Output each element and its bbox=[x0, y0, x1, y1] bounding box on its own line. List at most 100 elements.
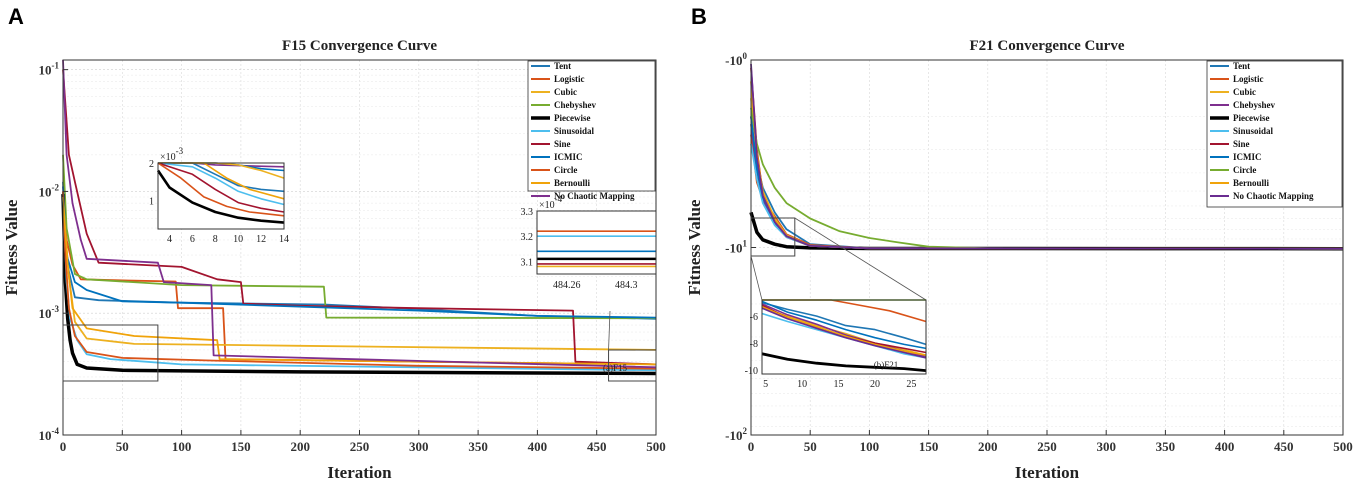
chart-title-b: F21 Convergence Curve bbox=[970, 38, 1125, 54]
inset-a1-multiplier: ×10-3 bbox=[160, 146, 184, 163]
series-a-icmic bbox=[62, 186, 657, 319]
y-tick-label-b: -102 bbox=[725, 426, 747, 443]
inset-b-bernoulli bbox=[761, 305, 927, 356]
x-tick-label-b: 100 bbox=[860, 439, 880, 454]
inset-b-no-chaotic-mapping bbox=[761, 307, 927, 359]
inset-a1-x-tick: 14 bbox=[279, 234, 289, 245]
inset-a2-x-tick: 484.26 bbox=[553, 280, 581, 291]
y-tick-label-a: 10-2 bbox=[39, 182, 60, 199]
a-legend-label-tent: Tent bbox=[554, 61, 571, 71]
b-legend-label-no-chaotic-mapping: No Chaotic Mapping bbox=[1233, 191, 1314, 201]
b-legend-label-circle: Circle bbox=[1233, 165, 1256, 175]
y-axis-label-a: Fitness Value bbox=[2, 199, 21, 295]
inset-a2-y-tick: 3.3 bbox=[521, 207, 534, 218]
x-tick-label-a: 100 bbox=[172, 439, 192, 454]
inset-a2-x-tick: 484.3 bbox=[615, 280, 638, 291]
inset-a2-box bbox=[536, 210, 657, 275]
zoom-connector-b2 bbox=[794, 217, 927, 301]
a-legend-label-logistic: Logistic bbox=[554, 74, 585, 84]
zoom-connector-b1 bbox=[750, 255, 763, 301]
inset-b-piecewise bbox=[761, 352, 927, 372]
a-legend-label-chebyshev: Chebyshev bbox=[554, 100, 597, 110]
series-a-piecewise bbox=[61, 194, 657, 376]
x-tick-label-b: 500 bbox=[1333, 439, 1353, 454]
inset-a1-x-tick: 10 bbox=[233, 234, 243, 245]
inset-a1-curve bbox=[157, 162, 285, 206]
x-tick-label-b: 450 bbox=[1274, 439, 1294, 454]
a-legend-label-cubic: Cubic bbox=[554, 87, 577, 97]
y-tick-label-b: -101 bbox=[725, 239, 747, 256]
x-tick-label-b: 350 bbox=[1156, 439, 1176, 454]
zoom-rect-b bbox=[750, 217, 796, 257]
inset-b-x-tick: 10 bbox=[797, 379, 807, 390]
inset-a1-x-tick: 12 bbox=[256, 234, 266, 245]
series-a-no-chaotic-mapping bbox=[62, 59, 657, 369]
annotation-b: (b)F21 bbox=[874, 360, 899, 370]
b-legend-label-cubic: Cubic bbox=[1233, 87, 1256, 97]
y-tick-label-a: 10-3 bbox=[39, 304, 60, 321]
chart-title-a: F15 Convergence Curve bbox=[282, 38, 437, 54]
inset-b-x-tick: 25 bbox=[906, 379, 916, 390]
inset-b-y-tick: -10 bbox=[745, 366, 758, 377]
b-legend-label-bernoulli: Bernoulli bbox=[1233, 178, 1270, 188]
x-tick-label-b: 300 bbox=[1096, 439, 1116, 454]
b-legend-label-logistic: Logistic bbox=[1233, 74, 1264, 84]
a-legend-label-no-chaotic-mapping: No Chaotic Mapping bbox=[554, 191, 635, 201]
b-legend-label-icmic: ICMIC bbox=[1233, 152, 1262, 162]
series-a-circle bbox=[62, 191, 657, 370]
inset-b-x-tick: 20 bbox=[870, 379, 880, 390]
annotation-a: (a)F15 bbox=[603, 363, 627, 373]
b-legend-label-tent: Tent bbox=[1233, 61, 1250, 71]
panel-a-letter: A bbox=[8, 4, 24, 29]
inset-a1-x-tick: 4 bbox=[167, 234, 172, 245]
b-legend-box bbox=[1206, 60, 1343, 208]
x-tick-label-a: 50 bbox=[116, 439, 129, 454]
inset-a1-curve bbox=[156, 169, 285, 224]
inset-b-box bbox=[761, 299, 927, 375]
series-a-chebyshev bbox=[62, 154, 657, 320]
inset-a1-area bbox=[158, 163, 284, 229]
x-axis-label-a: Iteration bbox=[327, 463, 392, 482]
x-tick-label-a: 250 bbox=[350, 439, 370, 454]
x-tick-label-b: 200 bbox=[978, 439, 998, 454]
zoom-rect-a2 bbox=[608, 349, 657, 382]
a-legend-label-piecewise: Piecewise bbox=[554, 113, 590, 123]
x-tick-label-b: 150 bbox=[919, 439, 939, 454]
inset-b-tent bbox=[761, 301, 927, 346]
b-legend-label-chebyshev: Chebyshev bbox=[1233, 100, 1276, 110]
inset-b-x-tick: 15 bbox=[834, 379, 844, 390]
a-legend-label-icmic: ICMIC bbox=[554, 152, 583, 162]
inset-a2-multiplier: ×10-4 bbox=[539, 194, 563, 211]
inset-a1-x-tick: 6 bbox=[190, 234, 195, 245]
x-tick-label-b: 250 bbox=[1037, 439, 1057, 454]
chart-f15: 0 50 100 150 200 250 300 350 400 450 500 10-1 10-2 10… bbox=[2, 38, 666, 482]
x-axis-label-b: Iteration bbox=[1015, 463, 1080, 482]
a-legend-label-sinusoidal: Sinusoidal bbox=[554, 126, 595, 136]
series-a-sine bbox=[62, 69, 657, 366]
inset-a1-y-tick: 2 bbox=[149, 159, 154, 170]
inset-b-x-tick: 5 bbox=[763, 379, 768, 390]
panel-b-letter: B bbox=[691, 4, 707, 29]
x-tick-label-b: 0 bbox=[748, 439, 755, 454]
zoom-connector-a bbox=[608, 310, 611, 351]
inset-a2-y-tick: 3.2 bbox=[521, 232, 534, 243]
x-tick-label-a: 200 bbox=[290, 439, 310, 454]
inset-a1-y-tick: 1 bbox=[149, 197, 154, 208]
inset-a2-y-tick: 3.1 bbox=[521, 257, 534, 268]
series-b-no-chaotic-mapping bbox=[750, 63, 1344, 250]
x-tick-label-b: 50 bbox=[804, 439, 817, 454]
y-tick-label-a: 10-1 bbox=[39, 61, 60, 78]
inset-a1-x-tick: 8 bbox=[213, 234, 218, 245]
x-tick-label-a: 450 bbox=[587, 439, 607, 454]
b-legend-label-piecewise: Piecewise bbox=[1233, 113, 1269, 123]
inset-a1-box bbox=[157, 162, 285, 230]
inset-a1-curve bbox=[157, 162, 285, 213]
a-legend-label-bernoulli: Bernoulli bbox=[554, 178, 591, 188]
x-tick-label-a: 0 bbox=[60, 439, 67, 454]
series-a-bernoulli bbox=[62, 196, 657, 366]
y-tick-label-a: 10-4 bbox=[39, 426, 60, 443]
x-tick-label-a: 500 bbox=[646, 439, 666, 454]
inset-a1-curve bbox=[157, 162, 285, 217]
inset-b-y-tick: -6 bbox=[750, 312, 758, 323]
